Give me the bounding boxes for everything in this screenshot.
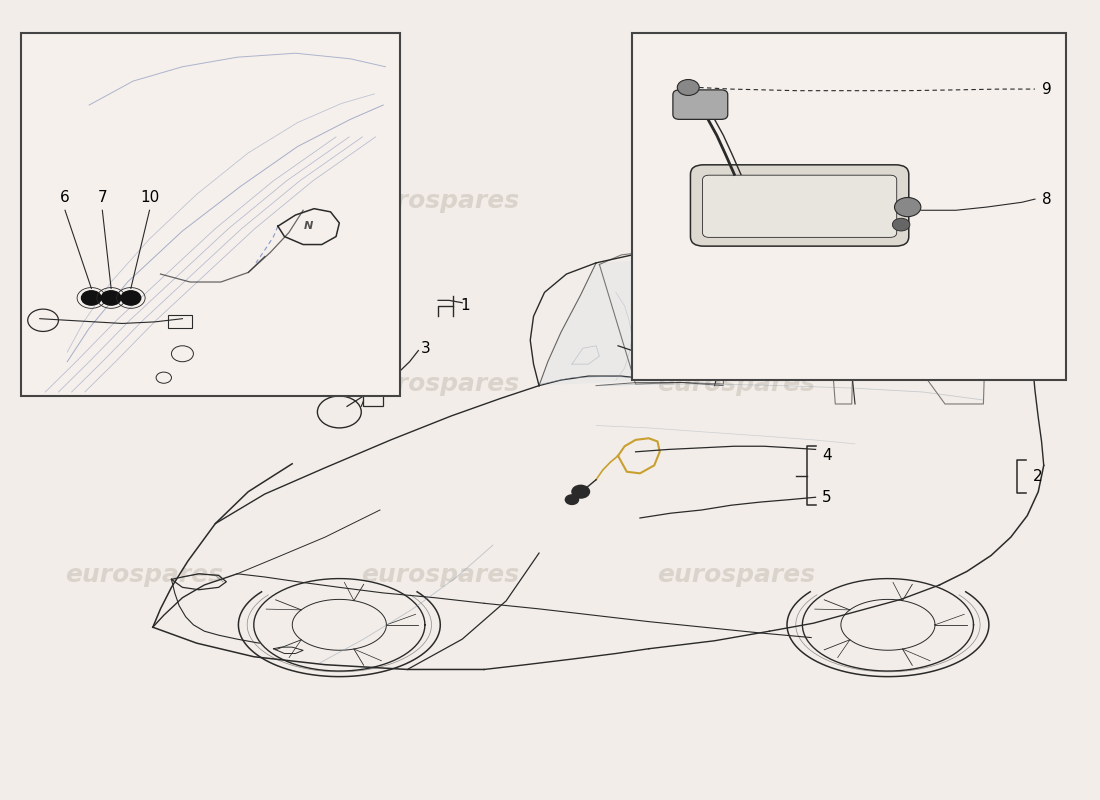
FancyBboxPatch shape (21, 34, 399, 396)
Circle shape (101, 290, 121, 305)
FancyBboxPatch shape (691, 165, 909, 246)
Text: 9: 9 (1042, 82, 1052, 97)
Text: 3: 3 (420, 341, 430, 356)
FancyBboxPatch shape (632, 34, 1066, 380)
Text: 6: 6 (60, 190, 70, 205)
Text: 10: 10 (140, 190, 159, 205)
Text: 8: 8 (1042, 192, 1052, 206)
Text: eurospares: eurospares (658, 563, 815, 587)
Text: 7: 7 (98, 190, 107, 205)
Circle shape (678, 79, 700, 95)
Bar (363, 395, 383, 406)
Text: eurospares: eurospares (65, 372, 223, 396)
Text: eurospares: eurospares (361, 372, 519, 396)
Text: 1: 1 (460, 298, 470, 314)
Circle shape (121, 290, 141, 305)
Circle shape (572, 486, 590, 498)
Text: 5: 5 (822, 490, 832, 505)
Text: N: N (304, 222, 313, 231)
Text: eurospares: eurospares (65, 563, 223, 587)
Circle shape (81, 290, 101, 305)
Text: eurospares: eurospares (361, 189, 519, 213)
Text: eurospares: eurospares (361, 563, 519, 587)
Text: eurospares: eurospares (65, 189, 223, 213)
Circle shape (894, 198, 921, 217)
Text: 2: 2 (1033, 469, 1043, 484)
FancyBboxPatch shape (703, 175, 896, 238)
Circle shape (892, 218, 910, 231)
Text: 4: 4 (822, 448, 832, 463)
Polygon shape (539, 257, 726, 386)
Circle shape (565, 495, 579, 505)
Text: eurospares: eurospares (658, 372, 815, 396)
FancyBboxPatch shape (673, 90, 728, 119)
Bar (168, 315, 192, 328)
